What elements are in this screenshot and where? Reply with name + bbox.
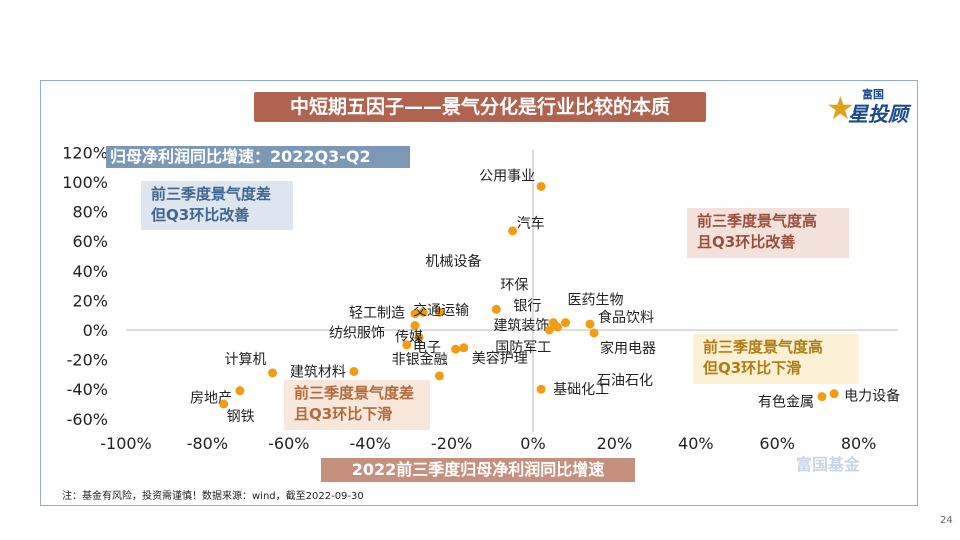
y-tick-label: 120% <box>62 143 108 162</box>
data-point <box>829 389 839 399</box>
point-label: 家用电器 <box>600 340 656 357</box>
y-tick-label: -20% <box>67 351 108 370</box>
data-point <box>434 307 444 317</box>
y-tick-label: 100% <box>62 173 108 192</box>
x-tick-label: -60% <box>268 434 309 453</box>
data-point <box>418 307 428 317</box>
data-point <box>410 321 420 331</box>
y-tick-label: 60% <box>72 232 108 251</box>
y-tick-label: 40% <box>72 262 108 281</box>
point-label: 建筑装饰 <box>493 318 549 334</box>
quadrant-top-left-note: 前三季度景气度差 但Q3环比改善 <box>141 181 293 230</box>
x-tick-label: -100% <box>100 434 152 453</box>
quadrant-line: 但Q3环比改善 <box>151 206 250 224</box>
y-tick-label: 0% <box>83 321 108 340</box>
point-label: 计算机 <box>225 352 267 368</box>
quadrant-line: 前三季度景气度差 <box>294 384 415 402</box>
point-label: 环保 <box>500 277 528 293</box>
brand-logo: ★ 富国 星投顾 <box>826 84 910 126</box>
point-label: 传媒 <box>395 329 423 345</box>
point-label: 交通运输 <box>413 302 469 319</box>
data-point <box>434 371 444 381</box>
quadrant-bottom-right-note: 前三季度景气度高 但Q3环比下滑 <box>693 334 859 384</box>
data-point <box>508 226 518 236</box>
watermark: 富国基金 <box>796 455 861 474</box>
point-label: 电力设备 <box>844 388 900 405</box>
data-point <box>561 318 571 328</box>
data-point <box>349 366 359 376</box>
data-point <box>219 399 229 409</box>
data-point <box>235 386 245 396</box>
data-point <box>414 332 424 342</box>
point-label: 公用事业 <box>479 168 535 184</box>
y-tick-label: 20% <box>72 291 108 310</box>
quadrant-line: 但Q3环比下滑 <box>703 359 802 377</box>
brand-main-text: 星投顾 <box>848 102 908 126</box>
point-label: 电子 <box>413 340 441 356</box>
data-point <box>410 309 420 319</box>
data-point <box>268 368 278 378</box>
data-point <box>817 392 827 402</box>
quadrant-line: 且Q3环比改善 <box>697 233 796 251</box>
quadrant-line: 且Q3环比下滑 <box>294 405 393 423</box>
data-point <box>536 181 546 191</box>
x-tick-label: -20% <box>431 434 472 453</box>
quadrant-line: 前三季度景气度高 <box>703 338 824 356</box>
x-tick-label: 20% <box>597 434 633 453</box>
data-point <box>402 340 412 350</box>
point-label: 非银金融 <box>392 352 448 368</box>
x-tick-label: -80% <box>187 434 228 453</box>
y-tick-label: -40% <box>67 380 108 399</box>
point-label: 纺织服饰 <box>329 326 385 342</box>
data-point <box>552 322 562 332</box>
slide-title: 中短期五因子——景气分化是行业比较的本质 <box>254 92 706 122</box>
data-point <box>544 325 554 335</box>
point-label: 石油石化 <box>597 373 653 389</box>
star-icon: ★ <box>826 89 855 127</box>
data-point <box>536 384 546 394</box>
x-tick-label: 0% <box>520 434 545 453</box>
data-point <box>451 344 461 354</box>
x-tick-label: 60% <box>759 434 795 453</box>
point-label: 国防军工 <box>495 340 551 356</box>
point-label: 轻工制造 <box>349 306 405 322</box>
page-number: 24 <box>940 515 953 526</box>
data-point <box>491 304 501 314</box>
point-label: 汽车 <box>517 215 545 232</box>
data-point <box>459 343 469 353</box>
point-label: 食品饮料 <box>598 309 654 326</box>
point-label: 医药生物 <box>568 293 624 309</box>
x-tick-label: 80% <box>841 434 877 453</box>
quadrant-line: 前三季度景气度差 <box>151 185 272 203</box>
data-point <box>589 328 599 338</box>
quadrant-top-right-note: 前三季度景气度高 且Q3环比改善 <box>687 208 849 258</box>
footnote: 注：基金有风险，投资需谨慎！数据来源：wind，截至2022-09-30 <box>62 491 364 502</box>
point-label: 机械设备 <box>425 253 481 270</box>
point-label: 钢铁 <box>227 409 255 425</box>
point-label: 银行 <box>513 299 541 315</box>
point-label: 有色金属 <box>758 394 814 411</box>
brand-top-text: 富国 <box>862 88 884 101</box>
quadrant-line: 前三季度景气度高 <box>697 212 818 230</box>
point-label: 美容护理 <box>472 350 528 367</box>
quadrant-bottom-left-note: 前三季度景气度差 且Q3环比下滑 <box>284 380 430 430</box>
data-point <box>585 319 595 329</box>
y-tick-label: -60% <box>67 410 108 429</box>
x-tick-label: 40% <box>678 434 714 453</box>
point-label: 建筑材料 <box>290 364 346 380</box>
x-axis-label: 2022前三季度归母净利润同比增速 <box>321 458 635 482</box>
y-tick-label: 80% <box>72 203 108 222</box>
y-axis-label: 归母净利润同比增速：2022Q3-Q2 <box>106 146 410 168</box>
point-label: 基础化工 <box>553 381 609 398</box>
x-tick-label: -40% <box>350 434 391 453</box>
